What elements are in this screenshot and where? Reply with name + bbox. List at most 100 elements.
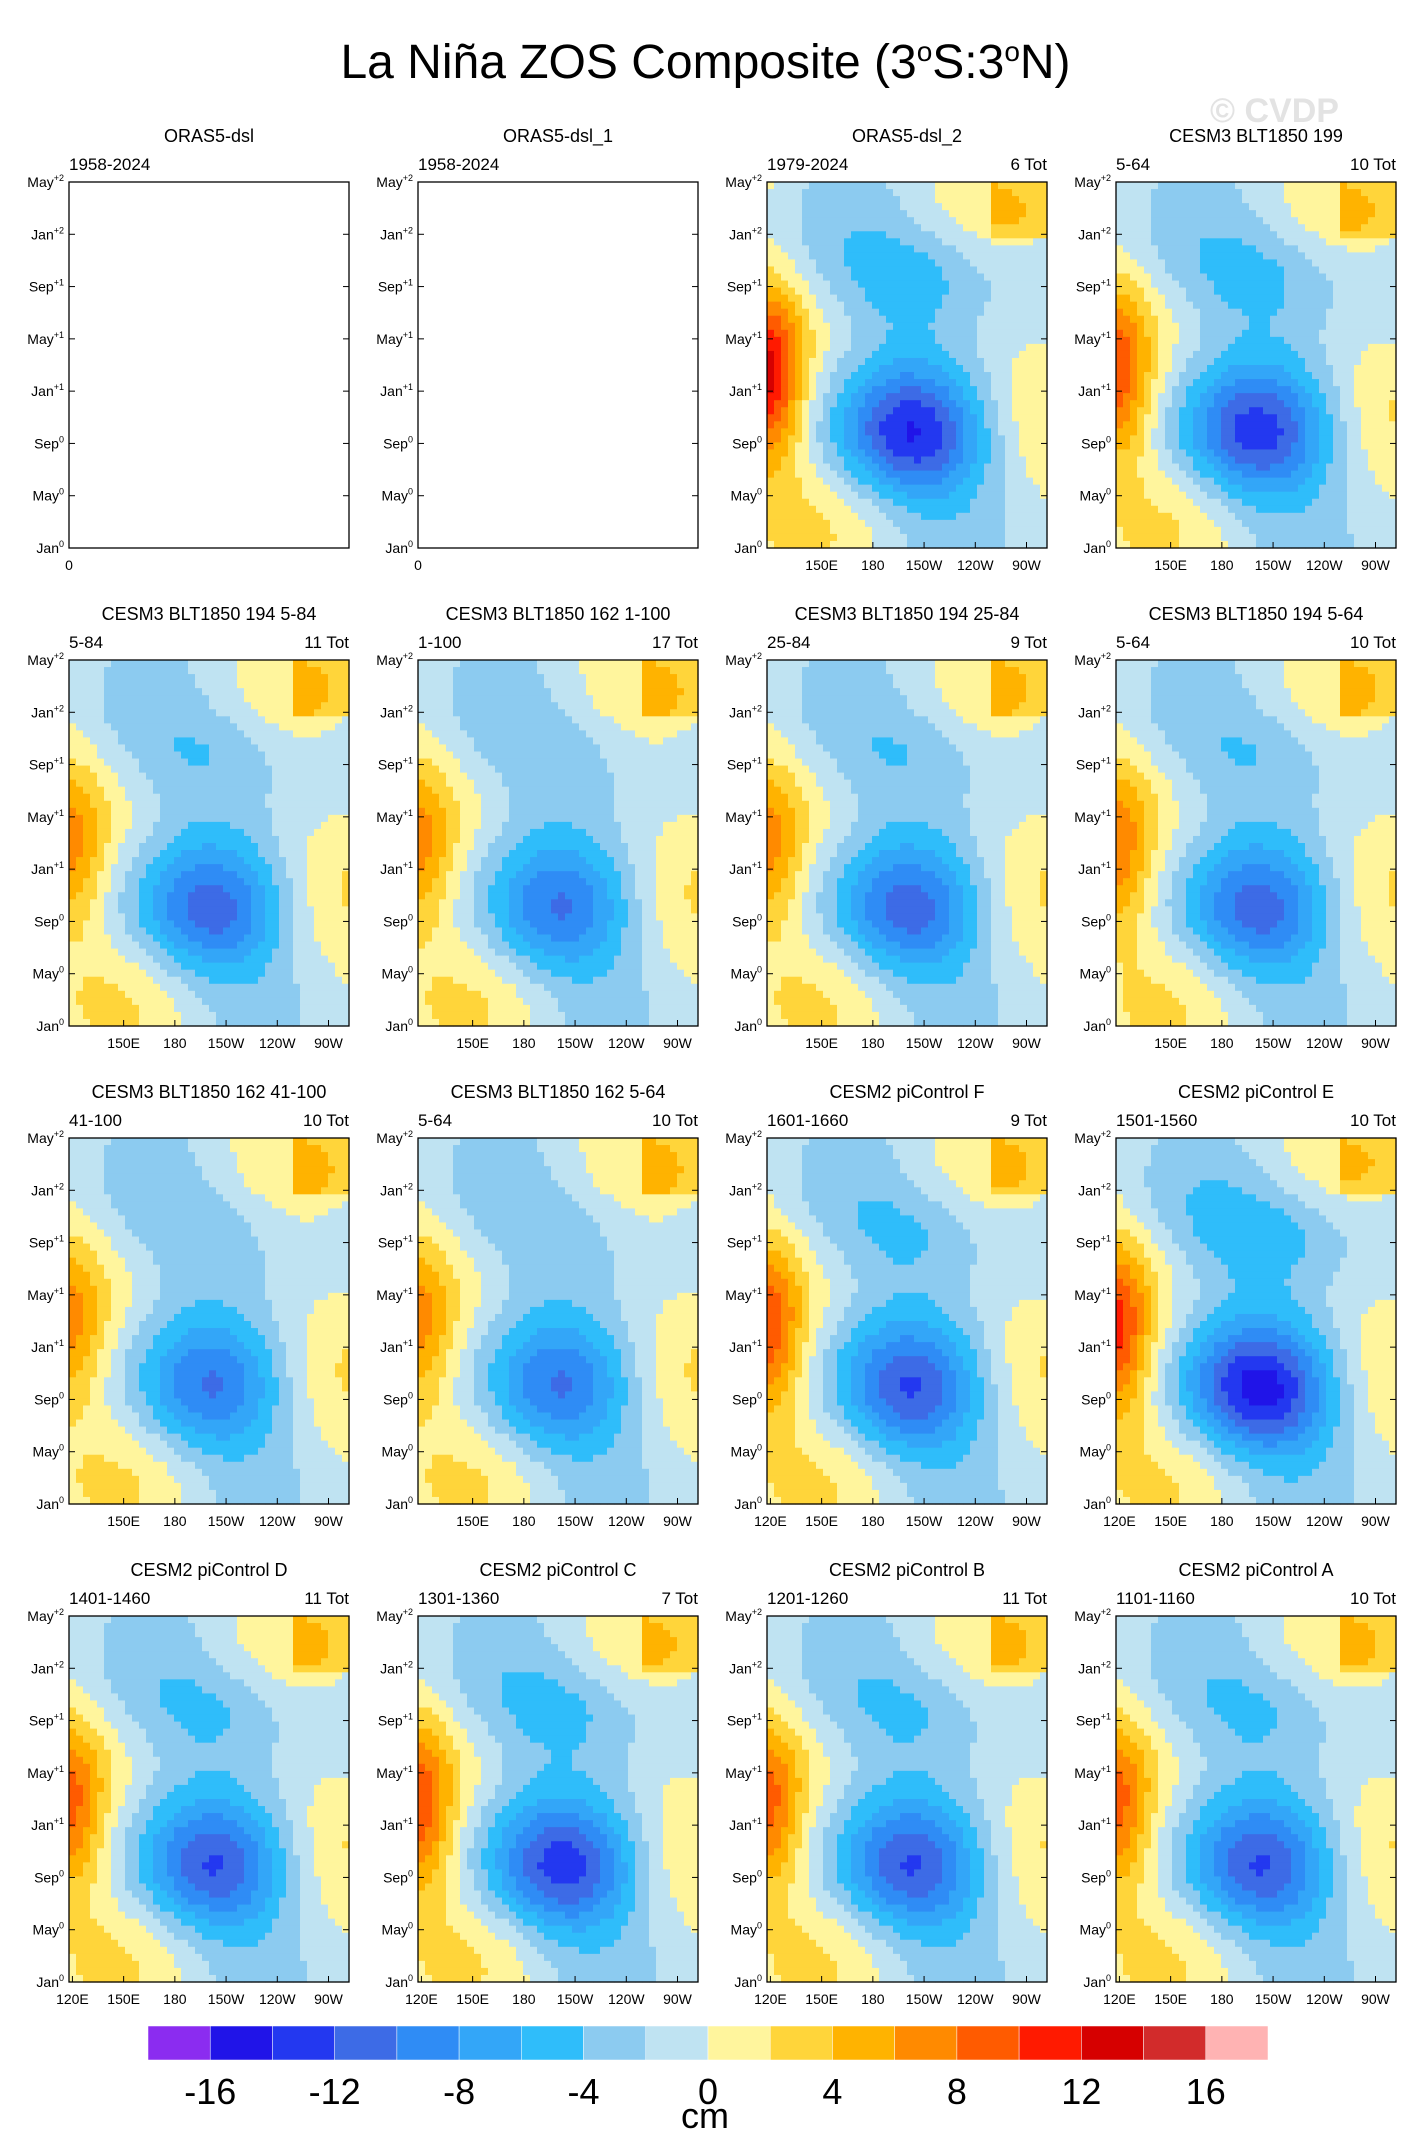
field-cell bbox=[956, 484, 964, 493]
field-cell bbox=[1382, 231, 1390, 239]
field-cell bbox=[844, 498, 852, 507]
field-cell bbox=[795, 238, 803, 246]
field-cell bbox=[1033, 449, 1041, 458]
field-cell bbox=[1333, 491, 1341, 500]
field-cell bbox=[139, 920, 147, 929]
field-cell bbox=[90, 674, 98, 682]
field-cell bbox=[1347, 463, 1355, 472]
field-cell bbox=[1368, 400, 1376, 408]
field-cell bbox=[907, 407, 915, 415]
field-cell bbox=[767, 252, 775, 261]
field-cell bbox=[1326, 526, 1334, 535]
field-cell bbox=[823, 189, 831, 197]
field-cell bbox=[1207, 203, 1215, 211]
field-cell bbox=[153, 1018, 161, 1027]
field-cell bbox=[1221, 365, 1229, 373]
field-cell bbox=[802, 372, 810, 380]
field-cell bbox=[160, 674, 168, 682]
field-cell bbox=[788, 350, 796, 359]
field-cell bbox=[865, 519, 873, 528]
field-cell bbox=[942, 540, 950, 549]
field-cell bbox=[1193, 224, 1201, 232]
field-cell bbox=[991, 428, 999, 436]
field-cell bbox=[942, 217, 950, 225]
field-cell bbox=[1368, 245, 1376, 253]
field-cell bbox=[1179, 217, 1187, 225]
field-cell bbox=[1256, 407, 1264, 415]
field-cell bbox=[1354, 449, 1362, 458]
field-cell bbox=[1284, 336, 1292, 345]
field-cell bbox=[942, 357, 950, 366]
field-cell bbox=[865, 329, 873, 338]
field-cell bbox=[886, 238, 894, 246]
field-cell bbox=[872, 428, 880, 436]
field-cell bbox=[872, 421, 880, 429]
field-cell bbox=[1179, 238, 1187, 246]
field-cell bbox=[893, 463, 901, 472]
field-cell bbox=[1026, 379, 1034, 387]
field-cell bbox=[1116, 343, 1124, 352]
field-cell bbox=[1026, 210, 1034, 218]
field-cell bbox=[1144, 357, 1152, 366]
field-cell bbox=[1158, 428, 1166, 436]
field-cell bbox=[69, 906, 77, 914]
field-cell bbox=[1333, 533, 1341, 542]
field-cell bbox=[837, 533, 845, 542]
field-cell bbox=[823, 238, 831, 246]
field-cell bbox=[1151, 400, 1159, 408]
field-cell bbox=[1333, 217, 1341, 225]
field-cell bbox=[1249, 287, 1257, 296]
field-cell bbox=[1221, 287, 1229, 296]
field-cell bbox=[1172, 435, 1180, 444]
field-cell bbox=[1026, 365, 1034, 373]
field-cell bbox=[1235, 322, 1243, 331]
field-cell bbox=[1319, 357, 1327, 366]
field-cell bbox=[865, 386, 873, 394]
field-cell bbox=[125, 765, 133, 774]
field-cell bbox=[1026, 491, 1034, 500]
field-cell bbox=[774, 491, 782, 500]
field-cell bbox=[104, 1011, 112, 1020]
field-cell bbox=[1249, 308, 1257, 317]
field-cell bbox=[809, 287, 817, 296]
field-cell bbox=[991, 456, 999, 465]
field-cell bbox=[949, 463, 957, 472]
field-cell bbox=[1137, 196, 1145, 204]
field-cell bbox=[125, 758, 133, 767]
field-cell bbox=[1179, 477, 1187, 486]
field-cell bbox=[788, 491, 796, 500]
field-cell bbox=[1326, 365, 1334, 373]
panel-title: ORAS5-dsl_1 bbox=[503, 126, 613, 147]
field-cell bbox=[830, 224, 838, 232]
field-cell bbox=[816, 393, 824, 401]
field-cell bbox=[90, 857, 98, 865]
field-cell bbox=[1151, 357, 1159, 366]
field-cell bbox=[935, 484, 943, 493]
field-cell bbox=[893, 365, 901, 373]
field-cell bbox=[900, 315, 908, 324]
field-cell bbox=[781, 231, 789, 239]
field-cell bbox=[1144, 477, 1152, 486]
field-cell bbox=[858, 273, 866, 282]
field-cell bbox=[1137, 505, 1145, 514]
field-cell bbox=[1382, 400, 1390, 408]
field-cell bbox=[837, 287, 845, 296]
field-cell bbox=[1144, 491, 1152, 500]
field-cell bbox=[1249, 315, 1257, 324]
field-cell bbox=[132, 878, 140, 886]
field-cell bbox=[1207, 301, 1215, 310]
field-cell bbox=[111, 688, 119, 696]
field-cell bbox=[118, 835, 126, 844]
field-cell bbox=[1130, 189, 1138, 197]
field-cell bbox=[1165, 322, 1173, 331]
field-cell bbox=[991, 442, 999, 451]
field-cell bbox=[1270, 357, 1278, 366]
field-cell bbox=[872, 491, 880, 500]
field-cell bbox=[1144, 238, 1152, 246]
field-cell bbox=[1326, 519, 1334, 528]
field-cell bbox=[1186, 203, 1194, 211]
field-cell bbox=[1354, 526, 1362, 535]
field-cell bbox=[1221, 343, 1229, 352]
field-cell bbox=[1291, 245, 1299, 253]
field-cell bbox=[935, 442, 943, 451]
